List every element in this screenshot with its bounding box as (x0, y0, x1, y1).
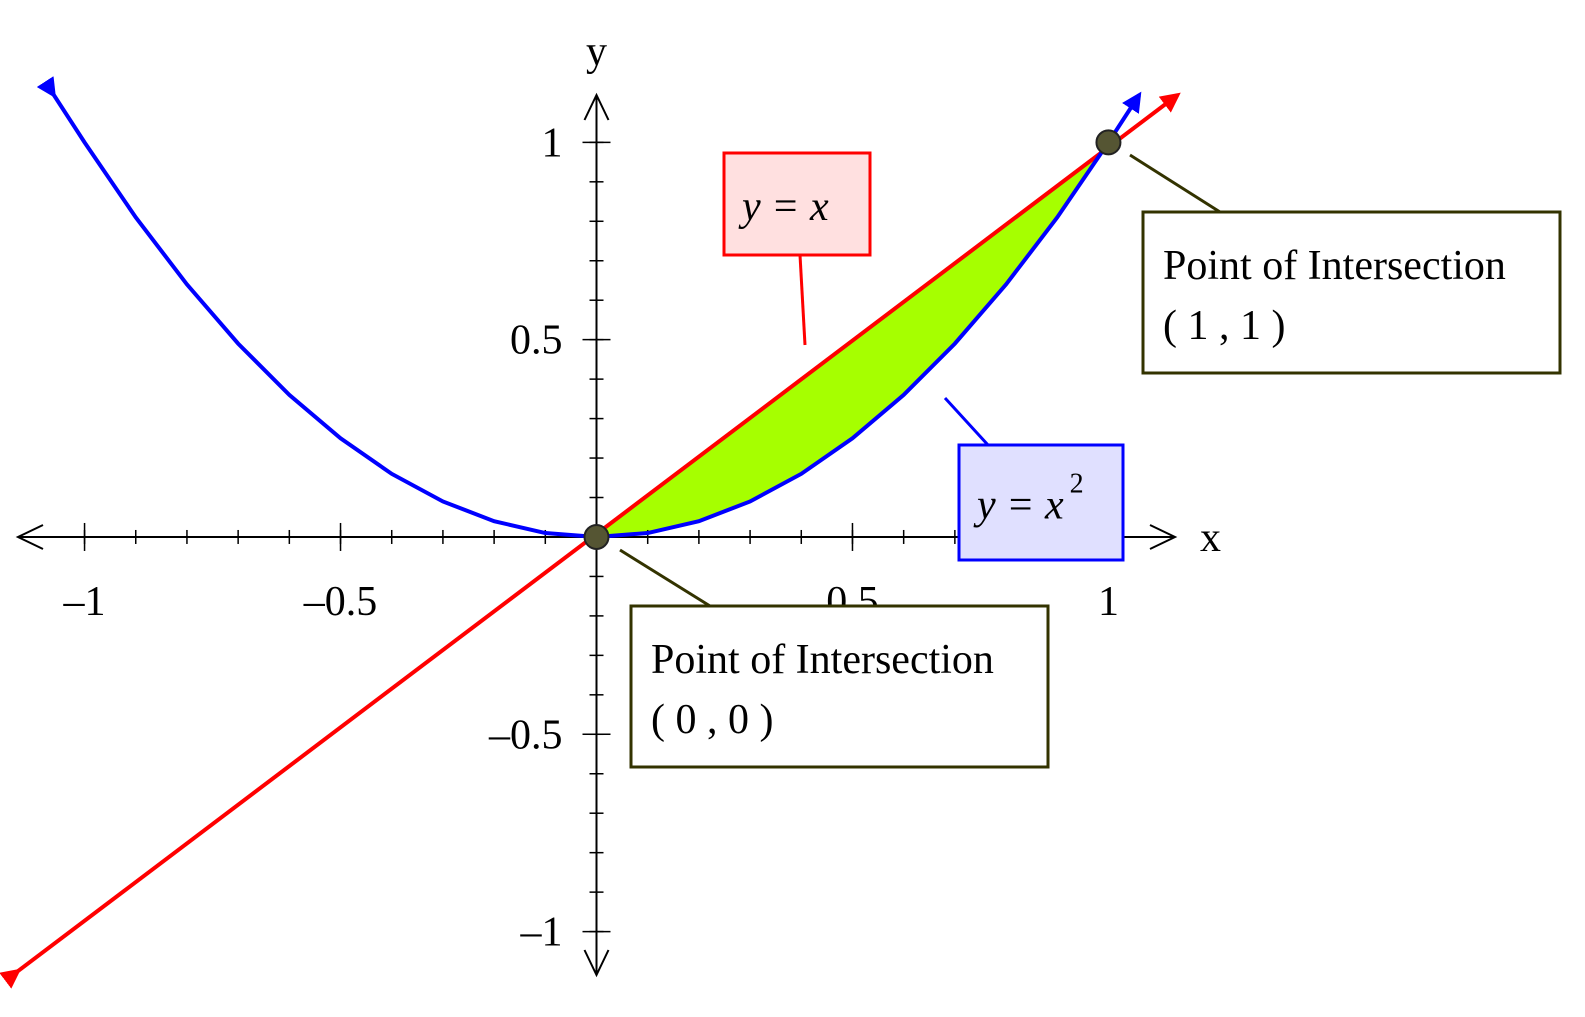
y-tick-label: –1 (520, 910, 563, 956)
annotation-box (1141, 210, 1562, 375)
intersection-point (1095, 129, 1122, 156)
y-tick-label: 0.5 (510, 318, 563, 364)
x-tick-label: –1 (63, 579, 106, 625)
x-tick-label: 1 (1098, 579, 1119, 625)
label-box (957, 443, 1125, 562)
y-tick-label: –0.5 (488, 712, 563, 758)
label-leader (798, 254, 807, 346)
annotation-box (629, 604, 1050, 769)
annotation-title: Point of Intersection (1163, 243, 1506, 289)
annotation-coords: ( 0 , 0 ) (651, 697, 773, 743)
curve-label-exponent: 2 (1070, 469, 1084, 500)
curve-label-name: y = x (973, 483, 1064, 529)
x-tick-label: –0.5 (303, 579, 378, 625)
y-axis-label: y (586, 29, 607, 75)
annotation-coords: ( 1 , 1 ) (1163, 303, 1285, 349)
y-tick-label: 1 (542, 120, 563, 166)
curve-label: y = x (738, 184, 829, 230)
x-axis-label: x (1200, 515, 1221, 561)
label-box (722, 151, 872, 257)
annotation-leader (619, 548, 711, 608)
curve-label-name: y = x (738, 184, 829, 230)
intersection-point (583, 523, 610, 550)
annotation-title: Point of Intersection (651, 637, 994, 683)
annotation-leader (1129, 153, 1221, 214)
label-leader (943, 396, 990, 447)
